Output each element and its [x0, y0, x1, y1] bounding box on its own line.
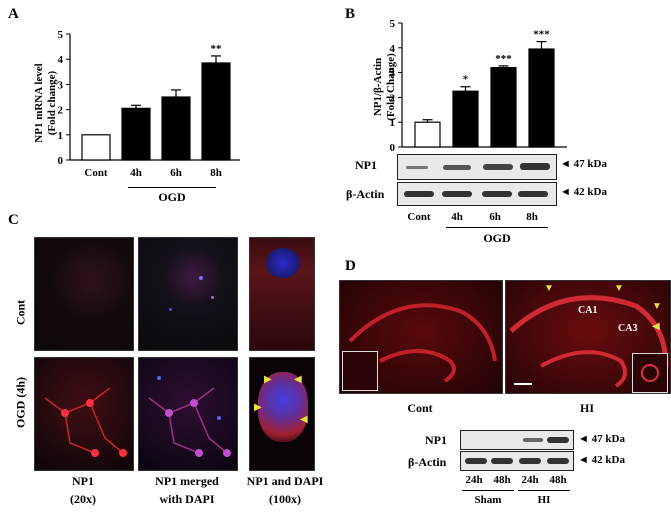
band — [547, 458, 569, 464]
panel-c-caption-2: NP1 merged with DAPI — [155, 474, 219, 506]
blot-d-group-line-sham — [462, 490, 514, 491]
micrograph-ogd-merged — [138, 357, 238, 471]
blot-d-actin — [460, 451, 574, 471]
blot-b-row-actin: β-Actin — [346, 187, 385, 201]
y-tick-label: 4 — [58, 54, 64, 66]
blot-b-size-42: ◄ 42 kDa — [560, 186, 607, 198]
blot-d-lane: 24h — [521, 474, 539, 486]
hippocampus-label-cont: Cont — [407, 401, 433, 415]
y-tick-label: 0 — [390, 142, 396, 154]
band — [465, 458, 487, 464]
chart-a-group-line — [128, 187, 216, 188]
chart-a: 0 1 2 3 4 5 Cont 4h 6h ** 8h — [58, 29, 240, 179]
panel-c-caption-1: NP1 (20x) — [70, 474, 96, 506]
blot-b-lane: 4h — [451, 211, 463, 223]
band — [491, 458, 513, 464]
blot-d-row-actin: β-Actin — [408, 455, 447, 469]
hippocampus-label-hi: HI — [579, 401, 594, 415]
band — [406, 166, 428, 169]
micrograph-ogd-100x: ▶ ◀ ▶ ◀ — [249, 357, 315, 471]
panel-letter-a: A — [8, 6, 19, 22]
blot-b-actin — [397, 182, 557, 206]
significance-label: ** — [211, 43, 223, 55]
band — [519, 458, 541, 464]
blot-b-lane: 6h — [489, 211, 501, 223]
hippocampus-image-cont — [339, 280, 503, 394]
band — [547, 437, 569, 443]
arrowhead-icon: ▼ — [652, 301, 662, 312]
y-tick-label: 2 — [390, 92, 396, 104]
bar — [121, 107, 151, 161]
x-tick-label: 4h — [130, 167, 142, 179]
blot-d-group-hi: HI — [537, 494, 551, 506]
blot-b-row-np1: NP1 — [355, 158, 377, 172]
bar — [528, 48, 555, 148]
significance-label: * — [463, 74, 469, 86]
blot-b-lane: Cont — [407, 211, 431, 223]
blot-b-group-label: OGD — [483, 231, 511, 245]
bar — [414, 121, 441, 148]
micrograph-cont-100x — [249, 237, 315, 351]
blot-b-group-line — [446, 227, 548, 228]
significance-label: *** — [495, 53, 512, 65]
arrowhead-icon: ▼ — [544, 283, 554, 294]
blot-b-lane: 8h — [526, 211, 538, 223]
y-tick-label: 4 — [390, 43, 396, 55]
bar — [201, 62, 231, 161]
y-tick-label: 2 — [58, 105, 64, 117]
x-tick-label: Cont — [84, 167, 108, 179]
micrograph-cont-np1 — [34, 237, 134, 351]
hippocampus-image-hi: CA1 CA3 ▼ ▼ ▼ ◀ — [505, 280, 671, 394]
band — [482, 191, 512, 197]
y-tick-label: 5 — [58, 29, 64, 41]
bar — [452, 90, 479, 148]
panel-c-row-label-cont: Cont — [13, 299, 28, 326]
panel-letter-b: B — [345, 6, 356, 22]
band — [518, 191, 548, 197]
y-tick-label: 1 — [58, 130, 64, 142]
blot-d-group-line-hi — [518, 490, 570, 491]
blot-d-lane: 48h — [549, 474, 567, 486]
panel-letter-c: C — [8, 212, 19, 228]
blot-d-size-47: ◄ 47 kDa — [578, 433, 625, 445]
panel-c-row-label-ogd: OGD (4h) — [13, 377, 28, 428]
panel-letter-d: D — [345, 258, 356, 274]
bar — [161, 96, 191, 161]
blot-b-size-47: ◄ 47 kDa — [560, 158, 607, 170]
region-ca3: CA3 — [618, 323, 638, 334]
arrowhead-icon: ◀ — [652, 321, 660, 332]
blot-d-row-np1: NP1 — [425, 433, 447, 447]
band — [404, 191, 434, 197]
y-tick-label: 5 — [390, 18, 396, 30]
band — [523, 438, 543, 442]
y-tick-label: 0 — [58, 155, 64, 167]
band — [443, 165, 471, 170]
arrowhead-icon: ▼ — [614, 283, 624, 294]
band — [520, 163, 550, 170]
blot-d-np1 — [460, 430, 574, 450]
micrograph-cont-merged — [138, 237, 238, 351]
bar — [81, 134, 111, 161]
scale-bar — [514, 383, 532, 385]
band — [483, 164, 513, 170]
blot-d-lane: 24h — [465, 474, 483, 486]
x-tick-label: 6h — [170, 167, 182, 179]
significance-label: *** — [533, 29, 550, 41]
band — [442, 191, 472, 197]
y-tick-label: 3 — [58, 79, 64, 91]
region-ca1: CA1 — [578, 305, 598, 316]
micrograph-ogd-np1 — [34, 357, 134, 471]
y-tick-label: 1 — [390, 117, 396, 129]
x-tick-label: 8h — [210, 167, 222, 179]
panel-c-caption-3: NP1 and DAPI (100x) — [246, 474, 324, 506]
chart-a-group-label: OGD — [158, 190, 186, 204]
blot-d-group-sham: Sham — [474, 494, 502, 506]
blot-d-size-42: ◄ 42 kDa — [578, 454, 625, 466]
bar — [490, 67, 517, 148]
blot-d-lane: 48h — [493, 474, 511, 486]
blot-b-np1 — [397, 154, 557, 180]
y-tick-label: 3 — [390, 68, 396, 80]
